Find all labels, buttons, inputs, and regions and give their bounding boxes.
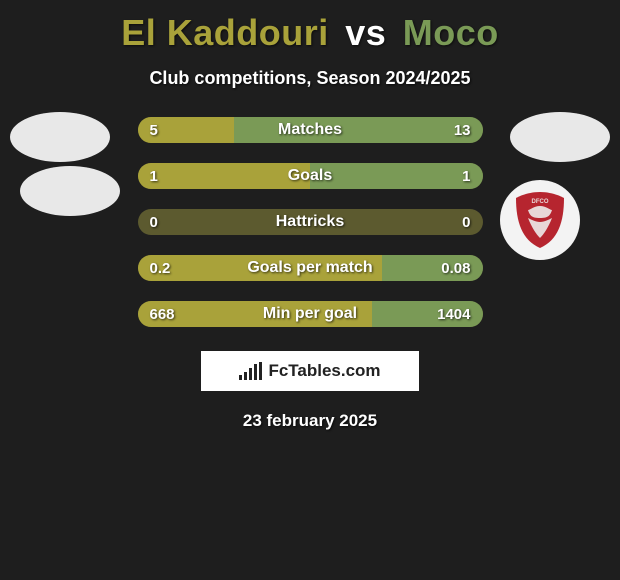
comparison-title: El Kaddouri vs Moco: [0, 0, 620, 54]
player2-name: Moco: [403, 12, 499, 53]
stat-right-fill: [234, 117, 482, 143]
player1-badge-1: [10, 112, 110, 162]
stat-left-value: 0: [150, 209, 158, 235]
subtitle: Club competitions, Season 2024/2025: [0, 68, 620, 89]
club-crest-icon: DFCO: [508, 188, 572, 252]
vs-label: vs: [345, 12, 386, 53]
stat-right-value: 0: [462, 209, 470, 235]
brand-attribution: FcTables.com: [201, 351, 419, 391]
player1-badge-2: [20, 166, 120, 216]
stat-left-fill: [138, 117, 235, 143]
stat-right-fill: [310, 163, 483, 189]
brand-bars-icon: [239, 362, 262, 380]
svg-text:DFCO: DFCO: [532, 199, 549, 205]
stat-left-fill: [138, 301, 373, 327]
player2-club-crest-badge: DFCO: [500, 180, 580, 260]
stat-left-fill: [138, 255, 383, 281]
player2-badge-1: [510, 112, 610, 162]
stat-row: 6681404Min per goal: [138, 301, 483, 327]
stat-left-fill: [138, 163, 311, 189]
stat-label: Hattricks: [138, 209, 483, 235]
brand-text: FcTables.com: [268, 361, 380, 381]
stat-row: 0 0Hattricks: [138, 209, 483, 235]
stat-right-fill: [372, 301, 482, 327]
stat-row: 513Matches: [138, 117, 483, 143]
player1-name: El Kaddouri: [121, 12, 329, 53]
stat-row: 11Goals: [138, 163, 483, 189]
stat-row: 0.20.08Goals per match: [138, 255, 483, 281]
stat-right-fill: [382, 255, 482, 281]
stats-container: 513Matches 11Goals 0 0Hattricks 0.20.08Goals…: [138, 117, 483, 327]
date-label: 23 february 2025: [0, 411, 620, 431]
